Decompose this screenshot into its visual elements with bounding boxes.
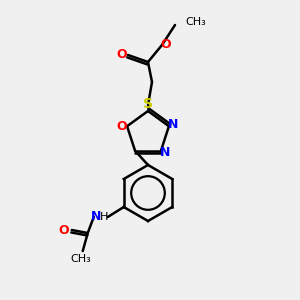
Text: H: H <box>100 212 108 222</box>
Text: CH₃: CH₃ <box>185 17 206 27</box>
Text: CH₃: CH₃ <box>70 254 91 264</box>
Text: O: O <box>117 49 127 62</box>
Text: N: N <box>168 118 178 131</box>
Text: S: S <box>143 97 153 111</box>
Text: N: N <box>160 146 170 159</box>
Text: O: O <box>161 38 171 52</box>
Text: O: O <box>58 224 69 236</box>
Text: N: N <box>91 211 101 224</box>
Text: O: O <box>117 120 128 133</box>
